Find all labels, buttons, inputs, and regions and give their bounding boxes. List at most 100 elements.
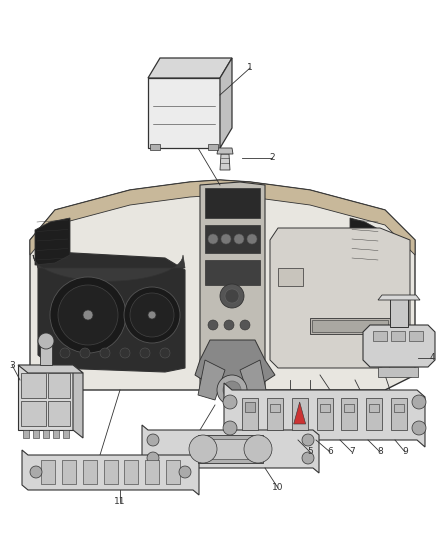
- Bar: [267, 398, 283, 430]
- Circle shape: [147, 452, 159, 464]
- Bar: [43, 430, 49, 438]
- Bar: [242, 398, 258, 430]
- Bar: [145, 460, 159, 484]
- Polygon shape: [35, 218, 70, 265]
- Text: 6: 6: [327, 448, 333, 456]
- Polygon shape: [150, 144, 160, 150]
- Bar: [103, 460, 117, 484]
- Bar: [292, 398, 307, 430]
- Polygon shape: [240, 360, 267, 400]
- Circle shape: [130, 293, 174, 337]
- Polygon shape: [73, 365, 83, 438]
- Circle shape: [223, 395, 237, 409]
- Circle shape: [50, 277, 126, 353]
- Circle shape: [60, 348, 70, 358]
- Bar: [319, 404, 329, 412]
- Bar: [409, 331, 423, 341]
- Bar: [124, 460, 138, 484]
- Polygon shape: [217, 148, 233, 154]
- Bar: [394, 404, 404, 412]
- Text: 7: 7: [349, 448, 355, 456]
- Bar: [391, 398, 407, 430]
- Text: 4: 4: [429, 353, 435, 362]
- Circle shape: [208, 234, 218, 244]
- Circle shape: [412, 395, 426, 409]
- Circle shape: [30, 466, 42, 478]
- Circle shape: [120, 348, 130, 358]
- Bar: [33, 430, 39, 438]
- Polygon shape: [200, 182, 265, 395]
- Bar: [312, 320, 388, 332]
- Polygon shape: [148, 58, 232, 78]
- Bar: [203, 439, 258, 459]
- Bar: [21, 373, 46, 398]
- Polygon shape: [38, 252, 185, 372]
- Polygon shape: [293, 402, 306, 424]
- Polygon shape: [224, 383, 425, 447]
- Bar: [63, 430, 69, 438]
- Polygon shape: [195, 340, 275, 388]
- Bar: [270, 404, 280, 412]
- Polygon shape: [142, 425, 319, 473]
- Circle shape: [58, 285, 118, 345]
- Bar: [341, 398, 357, 430]
- Bar: [40, 343, 52, 365]
- Circle shape: [124, 287, 180, 343]
- Circle shape: [147, 434, 159, 446]
- Bar: [369, 404, 379, 412]
- Polygon shape: [363, 325, 435, 367]
- Bar: [245, 402, 255, 412]
- Polygon shape: [22, 450, 199, 495]
- Circle shape: [140, 348, 150, 358]
- Polygon shape: [220, 58, 232, 148]
- Polygon shape: [198, 360, 225, 400]
- Circle shape: [189, 435, 217, 463]
- Polygon shape: [270, 228, 410, 368]
- Bar: [390, 295, 408, 327]
- Circle shape: [100, 348, 110, 358]
- Bar: [391, 331, 405, 341]
- Circle shape: [148, 311, 156, 319]
- Bar: [373, 331, 387, 341]
- Polygon shape: [208, 144, 218, 150]
- Circle shape: [208, 320, 218, 330]
- Circle shape: [225, 289, 239, 303]
- Text: 1: 1: [247, 63, 253, 72]
- Polygon shape: [220, 154, 230, 170]
- Bar: [205, 225, 260, 253]
- Polygon shape: [378, 295, 420, 300]
- Bar: [198, 435, 263, 463]
- Bar: [23, 430, 29, 438]
- Text: 2: 2: [269, 154, 275, 163]
- Circle shape: [244, 435, 272, 463]
- Bar: [205, 188, 260, 218]
- Text: 9: 9: [402, 448, 408, 456]
- Text: 10: 10: [272, 483, 284, 492]
- Bar: [48, 401, 70, 426]
- Circle shape: [302, 452, 314, 464]
- Text: 11: 11: [114, 497, 126, 506]
- Bar: [41, 460, 55, 484]
- Bar: [366, 398, 382, 430]
- Bar: [48, 373, 70, 398]
- Polygon shape: [30, 180, 415, 390]
- Bar: [317, 398, 332, 430]
- Circle shape: [220, 284, 244, 308]
- Bar: [21, 401, 46, 426]
- Circle shape: [160, 348, 170, 358]
- Bar: [205, 260, 260, 285]
- Circle shape: [223, 381, 241, 399]
- Bar: [278, 268, 303, 286]
- Circle shape: [80, 348, 90, 358]
- Circle shape: [224, 320, 234, 330]
- Circle shape: [179, 466, 191, 478]
- Circle shape: [247, 234, 257, 244]
- Polygon shape: [18, 365, 73, 430]
- Polygon shape: [33, 255, 185, 281]
- Circle shape: [234, 234, 244, 244]
- Bar: [378, 367, 418, 377]
- Circle shape: [83, 310, 93, 320]
- Circle shape: [412, 421, 426, 435]
- Polygon shape: [30, 180, 415, 255]
- Circle shape: [38, 333, 54, 349]
